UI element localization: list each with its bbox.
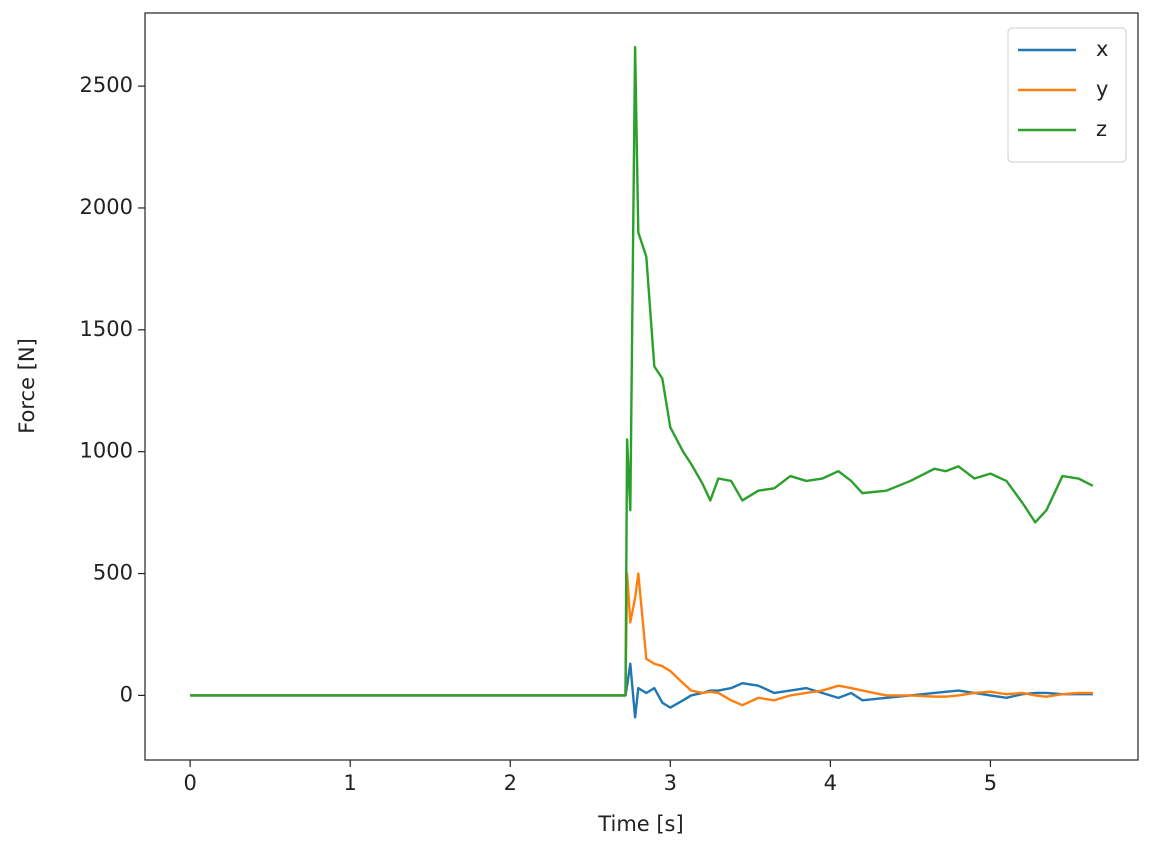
x-tick-label: 4 xyxy=(824,771,837,795)
y-tick-label: 2000 xyxy=(80,195,133,219)
legend-label: x xyxy=(1096,37,1108,61)
legend-label: z xyxy=(1096,117,1107,141)
plot-frame xyxy=(144,12,1139,761)
y-tick-label: 2500 xyxy=(80,73,133,97)
x-axis-label: Time [s] xyxy=(597,812,683,836)
y-axis-label: Force [N] xyxy=(15,338,39,434)
legend: xyz xyxy=(1007,27,1127,163)
y-tick-label: 0 xyxy=(120,682,133,706)
legend-label: y xyxy=(1096,77,1108,101)
x-tick-label: 1 xyxy=(344,771,357,795)
y-tick-label: 1000 xyxy=(80,439,133,463)
series-line xyxy=(190,45,1094,697)
y-tick-label: 1500 xyxy=(80,317,133,341)
series-line xyxy=(190,662,1093,719)
y-tick-label: 500 xyxy=(93,561,133,585)
x-tick-label: 0 xyxy=(183,771,196,795)
x-tick-label: 2 xyxy=(504,771,517,795)
x-tick-label: 3 xyxy=(664,771,677,795)
x-tick-label: 5 xyxy=(984,771,997,795)
series-line xyxy=(190,572,1093,707)
legend-box xyxy=(1007,27,1127,163)
